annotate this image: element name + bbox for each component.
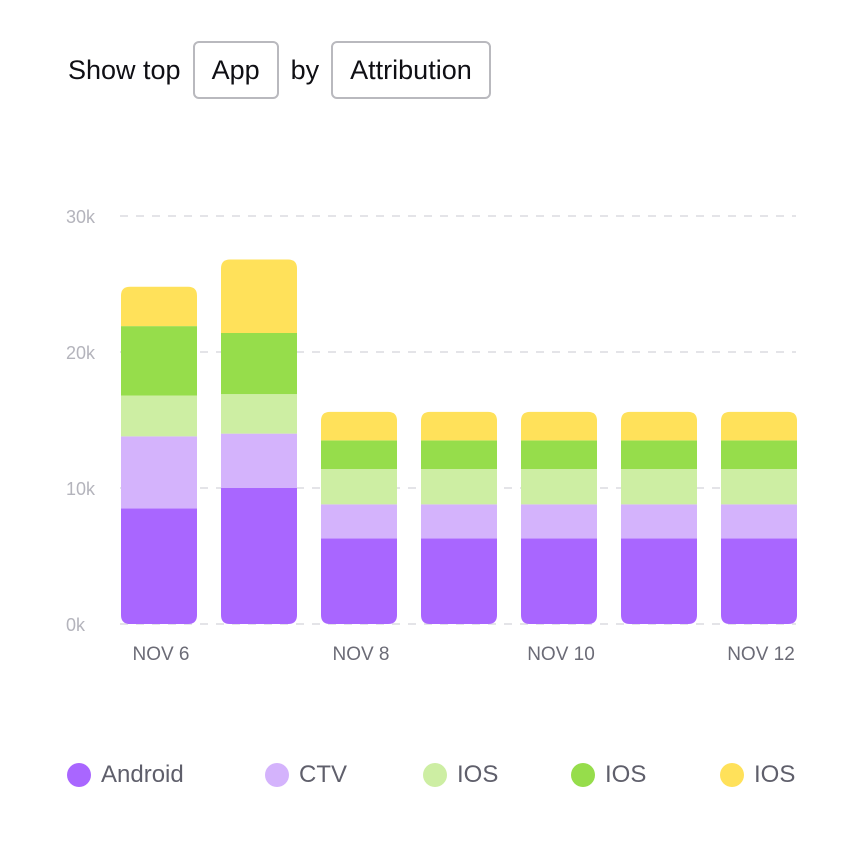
bar-segment-ctv-2 xyxy=(521,504,597,539)
dimension-select-button[interactable]: App xyxy=(192,41,279,99)
chart-controls: Show top App by Attribution xyxy=(68,39,491,101)
bar-segment-ios-4 xyxy=(321,440,397,469)
bar-segment-ios-3 xyxy=(621,468,697,505)
bar-segment-ios-4 xyxy=(521,440,597,469)
metric-select-button[interactable]: Attribution xyxy=(331,41,491,99)
bar-segment-android-1 xyxy=(121,508,197,624)
legend-swatch-icon xyxy=(720,763,744,787)
bar-segment-ios-5 xyxy=(121,286,197,327)
legend-item-ios-3: IOS xyxy=(423,760,498,790)
bar-segment-ctv-2 xyxy=(321,504,397,539)
legend-label: IOS xyxy=(754,761,796,788)
legend-item-ios-5: IOS xyxy=(720,760,795,790)
bar-segment-ios-3 xyxy=(221,394,297,434)
x-tick-label: NOV 6 xyxy=(132,644,189,665)
legend-swatch-icon xyxy=(571,763,595,787)
bar-segment-ios-5 xyxy=(221,259,297,333)
bar-segment-ctv-2 xyxy=(121,436,197,509)
x-tick-label: NOV 10 xyxy=(527,644,595,665)
bar-segment-ios-4 xyxy=(421,440,497,469)
bar-segment-ctv-2 xyxy=(221,433,297,488)
x-axis-ticks: NOV 6 NOV 8 NOV 10 NOV 12 xyxy=(132,644,794,665)
bar-segment-android-1 xyxy=(321,538,397,624)
bar-segment-ios-3 xyxy=(721,468,797,505)
bar-segment-android-1 xyxy=(721,538,797,624)
x-tick-label: NOV 8 xyxy=(332,644,389,665)
bar-segment-ios-5 xyxy=(421,411,497,441)
legend-label: Android xyxy=(101,761,184,788)
by-label: by xyxy=(290,54,320,85)
bar-segment-ios-3 xyxy=(321,468,397,505)
legend-item-ctv-2: CTV xyxy=(265,760,347,790)
legend-item-ios-4: IOS xyxy=(571,760,646,790)
bars xyxy=(121,259,797,624)
bar-segment-ios-4 xyxy=(121,326,197,396)
bar-segment-ios-3 xyxy=(521,468,597,505)
bar-segment-ios-4 xyxy=(621,440,697,469)
y-tick-label: 10k xyxy=(66,479,96,499)
bar-segment-ios-3 xyxy=(121,395,197,437)
bar-segment-ios-4 xyxy=(221,332,297,395)
chart-legend: Android CTV IOS IOS IOS xyxy=(67,760,807,790)
legend-swatch-icon xyxy=(67,763,91,787)
bar-segment-ios-5 xyxy=(621,411,697,441)
bar-segment-android-1 xyxy=(221,488,297,624)
bar-segment-ios-5 xyxy=(321,411,397,441)
y-tick-label: 0k xyxy=(66,615,86,635)
x-tick-label: NOV 12 xyxy=(727,644,795,665)
bar-segment-android-1 xyxy=(521,538,597,624)
bar-segment-ios-5 xyxy=(521,411,597,441)
bar-segment-ios-3 xyxy=(421,468,497,505)
bar-segment-ctv-2 xyxy=(621,504,697,539)
legend-swatch-icon xyxy=(423,763,447,787)
y-tick-label: 20k xyxy=(66,343,96,363)
show-top-label: Show top xyxy=(68,54,181,85)
legend-item-android-1: Android xyxy=(67,760,184,790)
legend-swatch-icon xyxy=(265,763,289,787)
bar-segment-android-1 xyxy=(621,538,697,624)
bar-segment-ctv-2 xyxy=(721,504,797,539)
bar-segment-android-1 xyxy=(421,538,497,624)
bar-segment-ctv-2 xyxy=(421,504,497,539)
legend-label: IOS xyxy=(605,761,647,788)
legend-label: CTV xyxy=(299,761,347,788)
bar-segment-ios-5 xyxy=(721,411,797,441)
bar-segment-ios-4 xyxy=(721,440,797,469)
stacked-bar-chart: 0k 10k 20k 30k NOV 6 NOV 8 NOV 10 NOV 12 xyxy=(66,207,797,665)
y-axis-ticks: 0k 10k 20k 30k xyxy=(66,207,96,635)
legend-label: IOS xyxy=(457,761,499,788)
y-tick-label: 30k xyxy=(66,207,96,227)
